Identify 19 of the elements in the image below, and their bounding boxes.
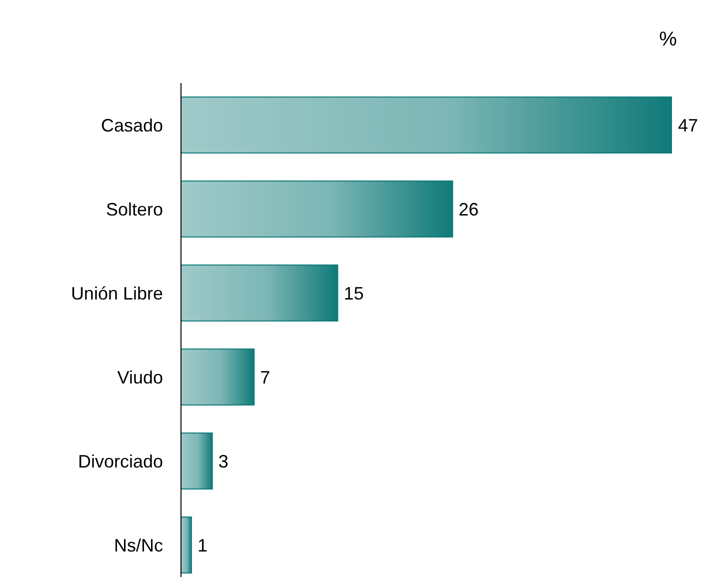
- data-label: 26: [458, 199, 479, 220]
- y-tick-label: Casado: [100, 115, 163, 136]
- data-label: 47: [678, 115, 698, 136]
- y-tick-label: Unión Libre: [70, 283, 163, 304]
- data-label: 7: [260, 367, 270, 388]
- bar: [181, 264, 338, 322]
- y-tick-label: Soltero: [106, 199, 163, 220]
- bar: [181, 432, 213, 490]
- bar: [181, 180, 454, 238]
- y-tick-label: Viudo: [117, 367, 163, 388]
- data-label: 1: [197, 535, 208, 556]
- bar: [181, 96, 672, 154]
- data-label: 15: [344, 283, 364, 304]
- bar: [181, 348, 255, 406]
- y-tick-label: Ns/Nc: [114, 535, 163, 556]
- x-axis-title: %: [659, 28, 678, 50]
- data-label: 3: [218, 451, 228, 472]
- y-tick-label: Divorciado: [78, 451, 163, 472]
- bar: [181, 516, 192, 574]
